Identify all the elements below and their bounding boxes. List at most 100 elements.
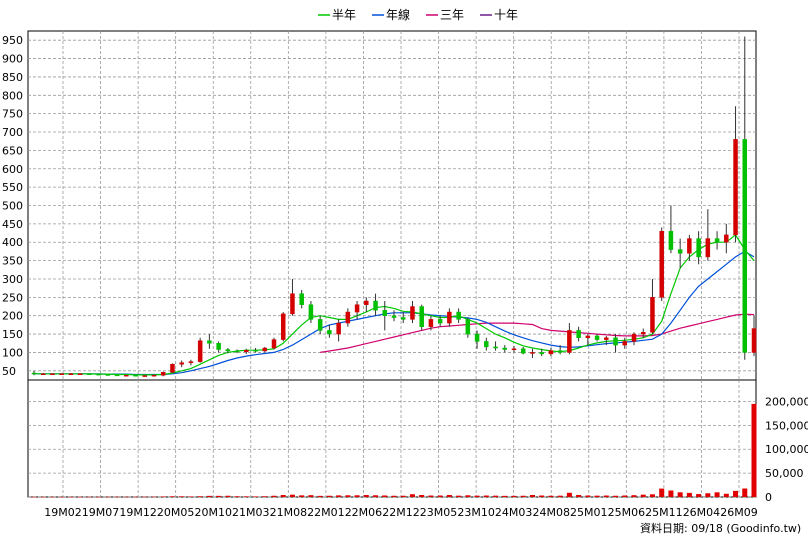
volume-bar (493, 495, 499, 497)
candle-body (594, 335, 600, 340)
volume-bar (668, 490, 674, 497)
candle-body (687, 238, 692, 254)
candle-body (96, 373, 101, 376)
candle-body (234, 350, 240, 353)
volume-bar (659, 488, 665, 497)
volume-bar (354, 495, 360, 497)
volume-bar (474, 495, 480, 497)
x-tick-label: 23M10 (457, 506, 495, 519)
x-tick-label: 22M12 (382, 506, 420, 519)
x-tick-label: 25M01 (570, 506, 608, 519)
candle-body (290, 293, 295, 315)
volume-bar (594, 495, 600, 497)
candle-body (280, 313, 286, 340)
volume-bar (539, 495, 545, 497)
candle-body (742, 139, 748, 353)
candle-body (336, 322, 341, 335)
volume-bar (151, 496, 157, 498)
volume-bar (114, 496, 120, 498)
volume-bar (49, 496, 55, 498)
candle-body (225, 349, 231, 352)
candle-body (170, 363, 175, 373)
volume-bars (31, 403, 757, 498)
candle-body (613, 337, 618, 346)
candle-body (484, 341, 489, 348)
volume-bar (419, 494, 425, 497)
volume-bar (520, 495, 526, 497)
candle-body (714, 238, 720, 243)
volume-bar (649, 494, 655, 497)
candle-body (502, 347, 508, 350)
candle-body (151, 374, 157, 377)
volume-bar (197, 496, 203, 497)
volume-bar (446, 494, 452, 497)
volume-tick-label: 100,000 (765, 443, 808, 456)
price-tick-label: 150 (2, 328, 23, 341)
candle-body (622, 341, 628, 346)
price-tick-label: 950 (2, 34, 23, 47)
candle-body (142, 375, 148, 377)
volume-tick-label: 0 (765, 491, 772, 504)
volume-bar (262, 496, 268, 497)
candle-body (373, 300, 378, 311)
volume-bar (640, 494, 646, 497)
candle-body (271, 339, 277, 349)
price-tick-label: 800 (2, 89, 23, 102)
candle-body (179, 362, 184, 365)
candle-body (631, 333, 637, 342)
price-tick-label: 100 (2, 346, 23, 359)
price-tick-label: 650 (2, 144, 23, 157)
volume-bar (243, 496, 249, 497)
price-tick-label: 300 (2, 273, 23, 286)
price-tick-label: 700 (2, 126, 23, 139)
candle-body (437, 319, 443, 324)
volume-bar (631, 495, 637, 497)
volume-tick-label: 150,000 (765, 419, 808, 432)
volume-tick-label: 50,000 (765, 467, 804, 480)
candle-body (354, 304, 360, 313)
candle-body (216, 343, 221, 350)
volume-bar (59, 496, 65, 498)
volume-bar (382, 495, 388, 497)
candle-body (751, 328, 757, 353)
candle-body (428, 319, 434, 327)
candle-body (308, 304, 314, 320)
candle-body (447, 311, 452, 324)
volume-bar (677, 492, 683, 497)
volume-bar (696, 494, 702, 497)
candle-body (548, 350, 554, 355)
x-tick-label: 21M08 (270, 506, 308, 519)
x-tick-label: 24M08 (532, 506, 570, 519)
data-date-footer: 資料日期: 09/18 (Goodinfo.tw) (640, 521, 801, 535)
legend-label-1: 年線 (386, 7, 410, 22)
candle-body (114, 374, 120, 377)
volume-bar (437, 495, 443, 497)
volume-bar (705, 493, 711, 497)
candle-body (364, 300, 369, 305)
candle-body (77, 373, 83, 376)
price-tick-label: 400 (2, 236, 23, 249)
volume-bar (40, 496, 46, 498)
volume-bar (373, 495, 379, 497)
volume-bar (188, 496, 194, 497)
volume-bar (142, 496, 148, 498)
candle-body (419, 306, 424, 327)
legend-label-3: 十年 (494, 8, 518, 22)
x-tick-label: 19M02 (44, 506, 82, 519)
candle-body (511, 348, 517, 351)
candle-body (493, 346, 498, 349)
volume-bar (169, 496, 175, 497)
x-tick-label: 19M12 (119, 506, 157, 519)
candle-body (327, 330, 332, 335)
candle-body (520, 348, 526, 354)
volume-bar (723, 493, 729, 497)
price-tick-label: 850 (2, 71, 23, 84)
legend-label-0: 半年 (332, 8, 356, 22)
volume-bar (77, 496, 83, 498)
x-tick-label: 20M10 (194, 506, 232, 519)
volume-bar (216, 495, 222, 497)
candle-body (410, 306, 415, 320)
x-tick-label: 20M05 (157, 506, 195, 519)
price-tick-label: 50 (2, 365, 16, 378)
candle-body (530, 352, 535, 354)
